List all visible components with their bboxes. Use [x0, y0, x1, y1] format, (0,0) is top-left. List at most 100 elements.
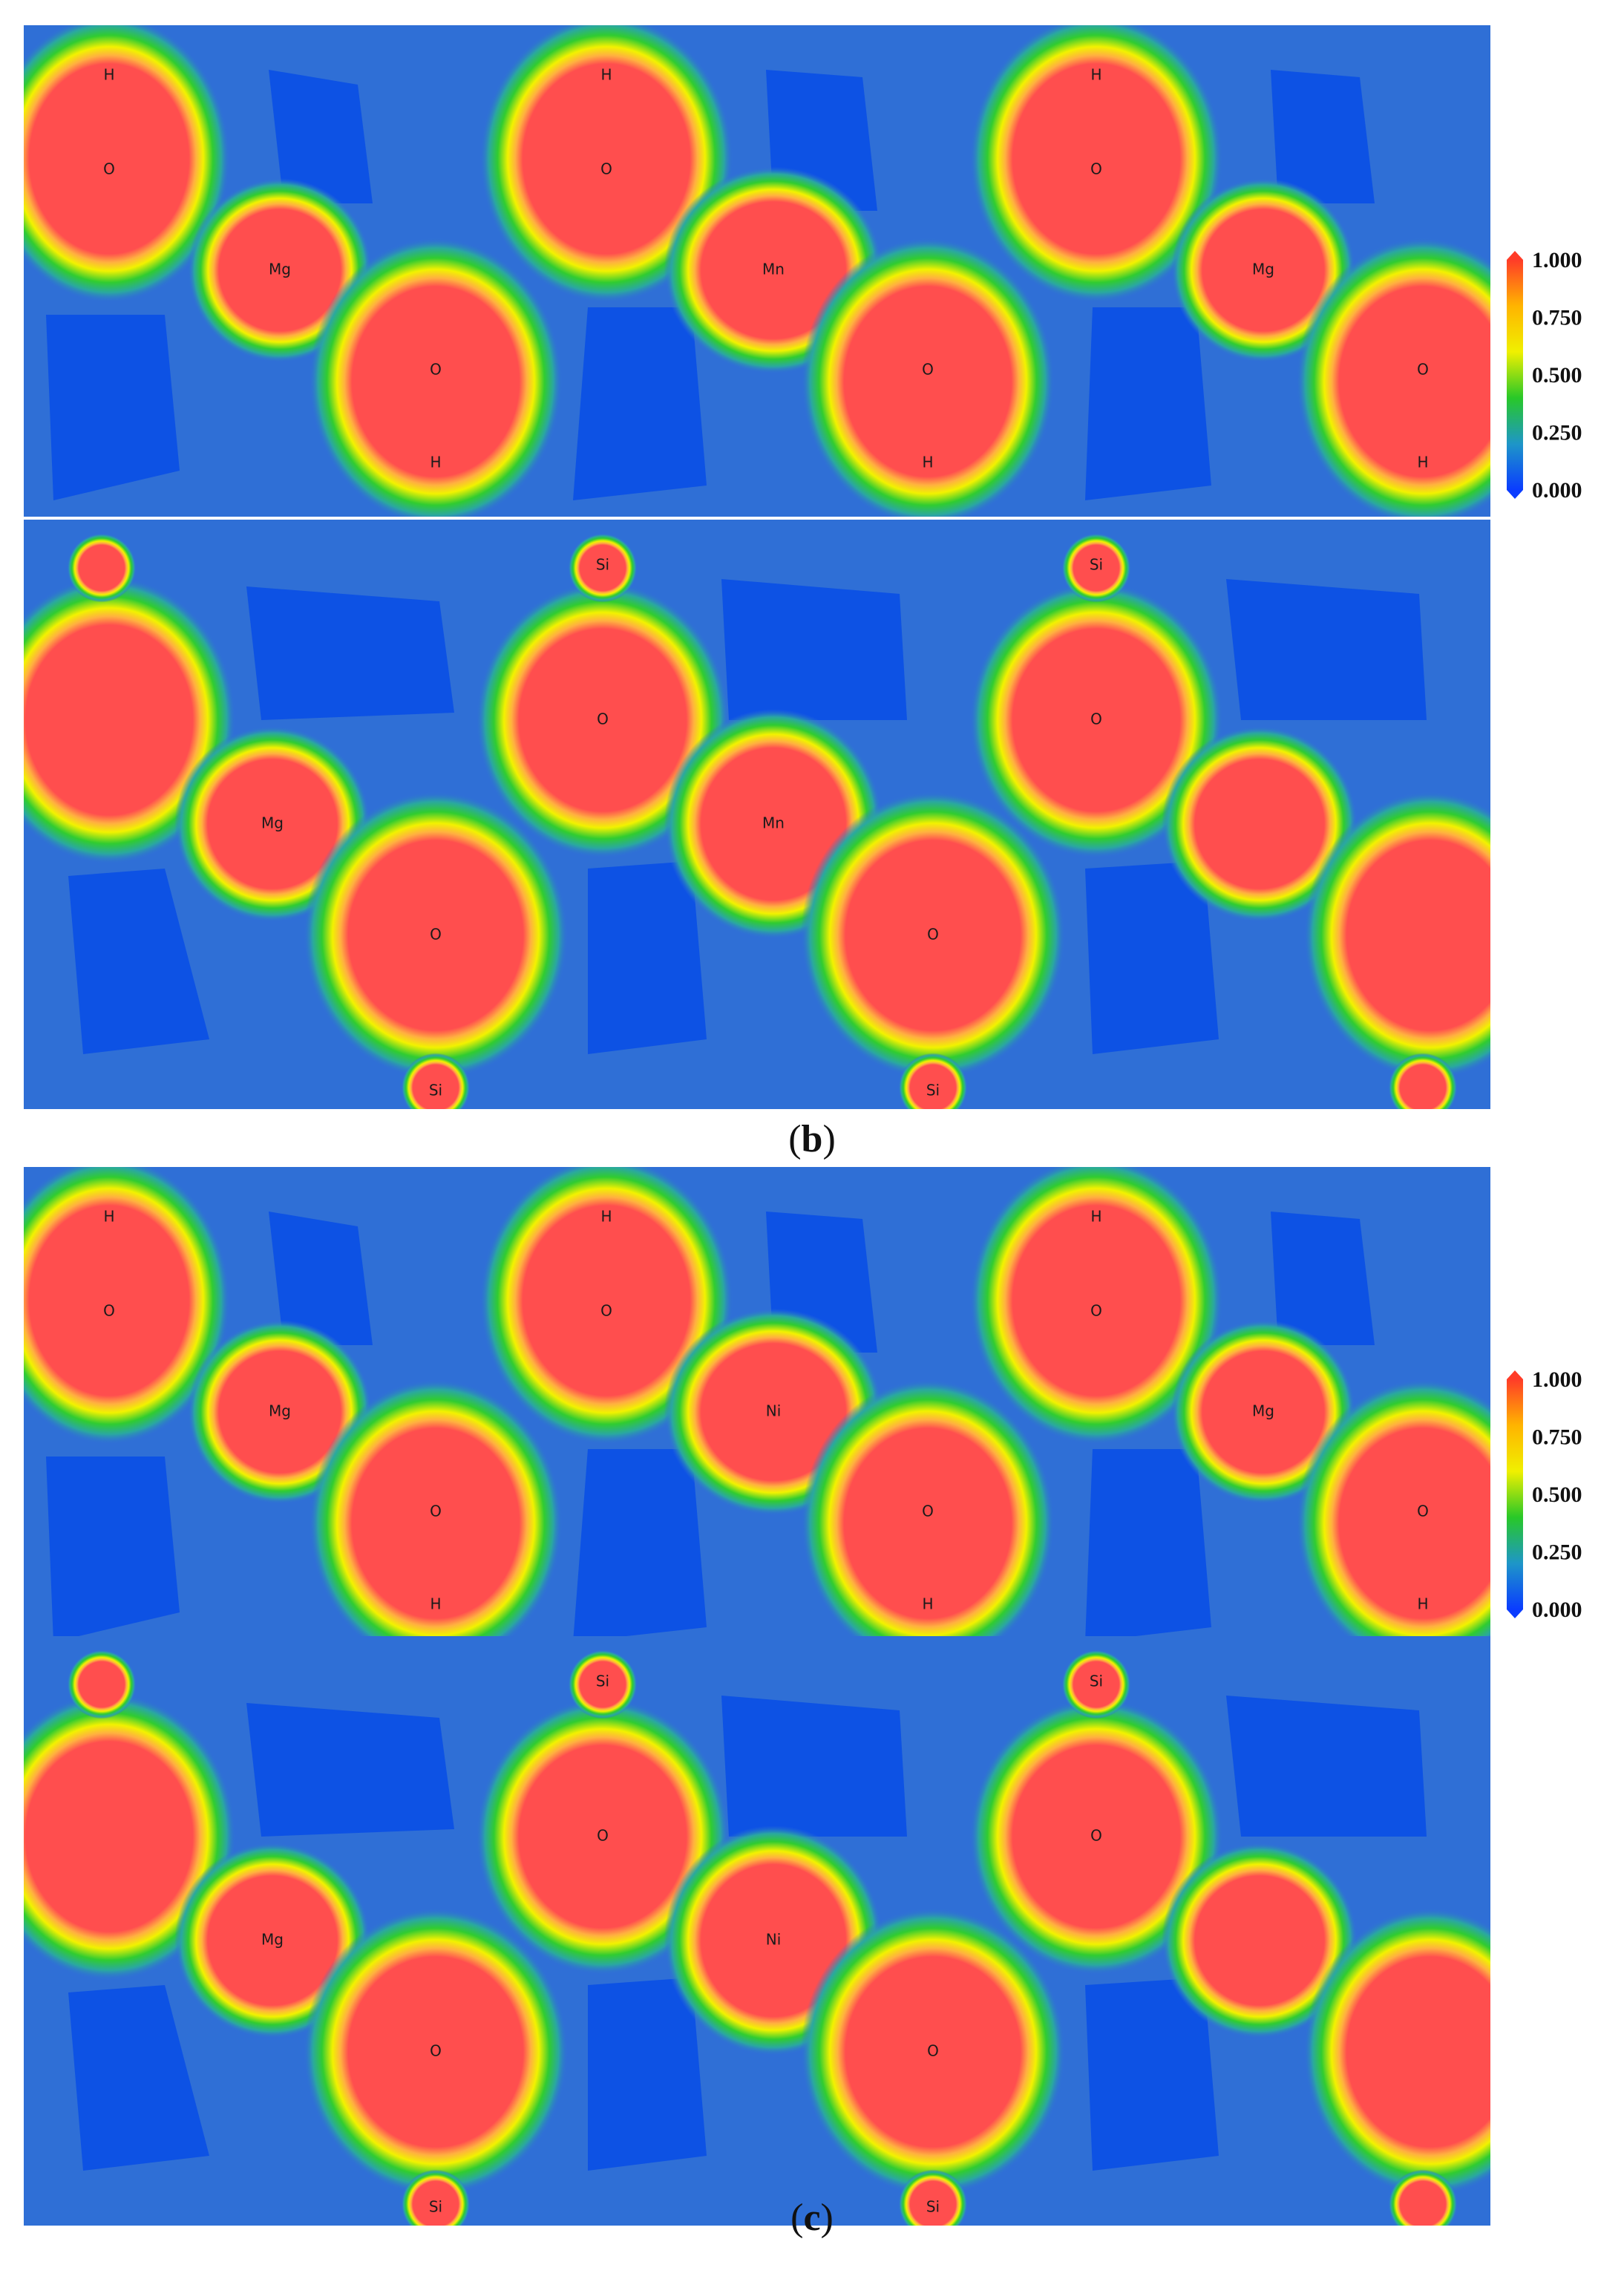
b-bottom-low-region-0 [246, 586, 454, 720]
b-top-atom-density-0 [24, 25, 230, 303]
colorbar-c: 1.000 0.750 0.500 0.250 0.000 [1499, 1364, 1611, 1635]
panel-b-top-map: H H H O O O Mg Mn Mg O O O H H H [24, 25, 1490, 517]
c-bottom-low-region-3 [721, 1696, 907, 1837]
c-top-atom-label-o-10: O [922, 1503, 934, 1520]
b-top-atom-density-5 [1171, 178, 1355, 362]
b-bottom-atom-density-2 [969, 582, 1223, 858]
c-top-atom-density-1 [479, 1167, 733, 1445]
c-top-atom-label-h-0: H [103, 1208, 114, 1226]
c-bottom-atom-density-2 [969, 1699, 1223, 1975]
c-bottom-atom-density-12 [401, 2169, 471, 2226]
caption-b-close: ) [822, 1118, 836, 1160]
b-bottom-atom-density-6 [303, 791, 569, 1079]
c-bottom-atom-density-14 [1388, 2169, 1458, 2226]
caption-c-letter: c [803, 2197, 821, 2239]
caption-c: (c) [0, 2196, 1624, 2240]
c-bottom-atom-density-9 [67, 1650, 137, 1719]
c-top-atom-density-5 [1171, 1320, 1355, 1504]
b-top-atom-label-o-9: O [430, 361, 442, 379]
b-bottom-atom-label-si-9: Si [926, 1082, 940, 1099]
b-top-atom-label-o-11: O [1417, 361, 1429, 379]
b-top-atom-density-6 [309, 238, 563, 517]
c-top-low-region-1 [269, 1212, 373, 1345]
colorbar-b-tick-label-2: 0.500 [1532, 363, 1582, 388]
b-bottom-atom-label-si-0: Si [596, 556, 609, 574]
c-top-atom-label-o-3: O [103, 1302, 115, 1320]
c-top-atom-label-h-2: H [1090, 1208, 1101, 1226]
c-bottom-atom-label-ni-5: Ni [766, 1931, 782, 1949]
b-bottom-atom-density-13 [898, 1053, 968, 1109]
c-bottom-low-region-5 [1226, 1696, 1427, 1837]
c-bottom-atom-label-o-3: O [1090, 1827, 1102, 1845]
b-top-atom-label-h-14: H [1417, 454, 1428, 471]
c-bottom-atom-label-o-7: O [927, 2042, 939, 2060]
c-top-atom-density-8 [1296, 1379, 1490, 1658]
colorbar-b-tick-label-1: 0.750 [1532, 306, 1582, 330]
c-bottom-atom-density-10 [568, 1650, 638, 1719]
c-bottom-atom-label-si-1: Si [1090, 1673, 1103, 1690]
b-top-atom-density-2 [969, 25, 1223, 303]
b-top-low-region-1 [269, 70, 373, 203]
c-bottom-atom-density-11 [1061, 1650, 1131, 1719]
c-bottom-atom-label-o-2: O [597, 1827, 609, 1845]
c-top-atom-label-h-1: H [600, 1208, 612, 1226]
c-bottom-atom-density-1 [476, 1699, 730, 1975]
c-top-atom-label-o-9: O [430, 1503, 442, 1520]
c-bottom-low-region-1 [68, 1985, 209, 2171]
caption-c-open: ( [790, 2197, 804, 2239]
b-bottom-low-region-5 [1226, 579, 1427, 720]
b-top-low-region-5 [1271, 70, 1375, 203]
b-top-low-region-4 [1085, 307, 1211, 500]
c-top-low-region-2 [573, 1449, 707, 1642]
caption-b-letter: b [801, 1118, 823, 1160]
c-bottom-atom-label-o-6: O [430, 2042, 442, 2060]
c-bottom-atom-density-7 [800, 1908, 1066, 2196]
c-bottom-atom-label-mg-4: Mg [261, 1931, 284, 1949]
colorbar-c-gradient-bar [1507, 1379, 1523, 1609]
colorbar-b-tick-label-0: 1.000 [1532, 248, 1582, 272]
colorbar-c-max-arrow [1507, 1370, 1523, 1379]
c-bottom-atom-density-6 [303, 1908, 569, 2196]
c-bottom-low-region-2 [588, 1978, 707, 2171]
c-top-low-region-0 [46, 1457, 180, 1642]
b-bottom-atom-density-14 [1388, 1053, 1458, 1109]
c-top-atom-label-mg-6: Mg [269, 1402, 291, 1420]
b-bottom-atom-label-o-7: O [927, 926, 939, 944]
b-bottom-atom-density-9 [67, 533, 137, 603]
b-top-atom-label-h-0: H [103, 66, 114, 84]
c-top-atom-label-h-14: H [1417, 1595, 1428, 1613]
b-bottom-atom-label-o-2: O [597, 710, 609, 728]
b-bottom-atom-label-o-3: O [1090, 710, 1102, 728]
c-top-low-region-5 [1271, 1212, 1375, 1345]
c-top-atom-density-7 [801, 1379, 1055, 1658]
c-bottom-atom-label-si-9: Si [926, 2198, 940, 2216]
b-top-atom-label-o-10: O [922, 361, 934, 379]
c-top-atom-label-o-5: O [1090, 1302, 1102, 1320]
c-top-atom-label-h-13: H [922, 1595, 933, 1613]
panel-c-top-map: H H H O O O Mg Ni Mg O O O H H H [24, 1167, 1490, 1658]
b-top-atom-label-h-13: H [922, 454, 933, 471]
c-bottom-atom-label-si-0: Si [596, 1673, 609, 1690]
c-top-atom-density-0 [24, 1167, 230, 1445]
caption-b-open: ( [788, 1118, 802, 1160]
colorbar-b-min-arrow [1507, 490, 1523, 499]
b-bottom-atom-label-si-1: Si [1090, 556, 1103, 574]
b-bottom-low-region-3 [721, 579, 907, 720]
b-bottom-atom-label-mg-4: Mg [261, 814, 284, 832]
colorbar-b: 1.000 0.750 0.500 0.250 0.000 [1499, 245, 1611, 516]
colorbar-b-gradient-bar [1507, 260, 1523, 490]
b-bottom-atom-label-o-6: O [430, 926, 442, 944]
b-bottom-atom-density-12 [401, 1053, 471, 1109]
c-top-atom-label-mg-8: Mg [1252, 1402, 1274, 1420]
b-top-atom-label-o-5: O [1090, 160, 1102, 178]
c-top-low-region-4 [1085, 1449, 1211, 1642]
c-bottom-atom-density-13 [898, 2169, 968, 2226]
colorbar-b-max-arrow [1507, 251, 1523, 260]
b-bottom-atom-density-11 [1061, 533, 1131, 603]
c-bottom-atom-label-si-8: Si [429, 2198, 442, 2216]
c-top-atom-label-ni-7: Ni [766, 1402, 782, 1420]
b-bottom-low-region-4 [1085, 861, 1219, 1054]
c-bottom-atom-density-5 [1162, 1843, 1358, 2039]
c-bottom-low-region-4 [1085, 1978, 1219, 2171]
c-top-atom-density-2 [969, 1167, 1223, 1445]
